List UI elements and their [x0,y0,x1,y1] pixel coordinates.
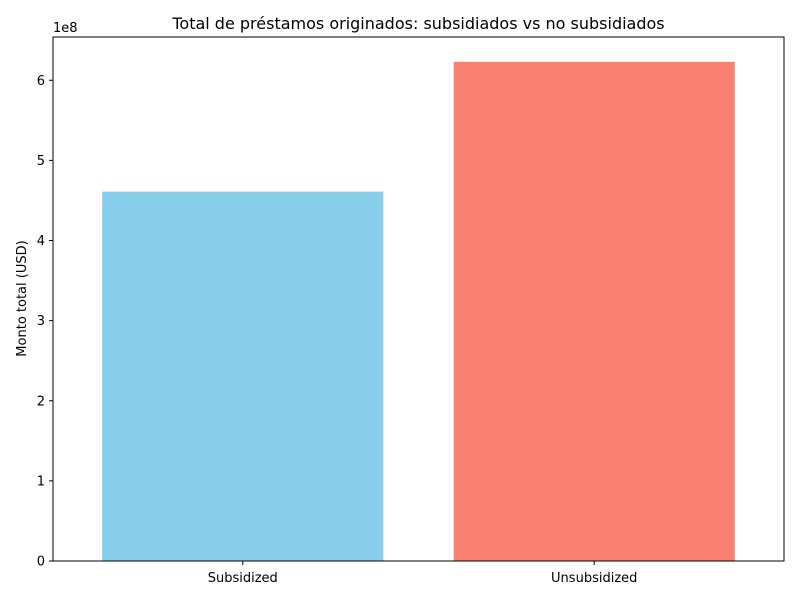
y-tick-label: 1 [37,474,45,489]
bar-unsubsidized [453,61,735,561]
x-tick-label: Unsubsidized [551,571,637,586]
x-axis-ticks: Subsidized Unsubsidized [208,561,637,586]
y-tick-label: 3 [37,314,45,329]
y-tick-label: 4 [37,234,45,249]
bars-group [102,61,735,561]
bar-subsidized [102,191,384,561]
y-tick-label: 5 [37,154,45,169]
y-axis-offset-label: 1e8 [53,21,78,36]
y-tick-label: 2 [37,394,45,409]
x-tick-label: Subsidized [208,571,278,586]
y-axis-ticks: 0 1 2 3 4 5 6 [37,74,53,570]
y-tick-label: 0 [37,555,45,570]
chart-title: Total de préstamos originados: subsidiad… [171,14,664,33]
axes-frame [52,36,785,562]
y-axis-label: Monto total (USD) [15,240,30,356]
y-tick-label: 6 [37,74,45,89]
